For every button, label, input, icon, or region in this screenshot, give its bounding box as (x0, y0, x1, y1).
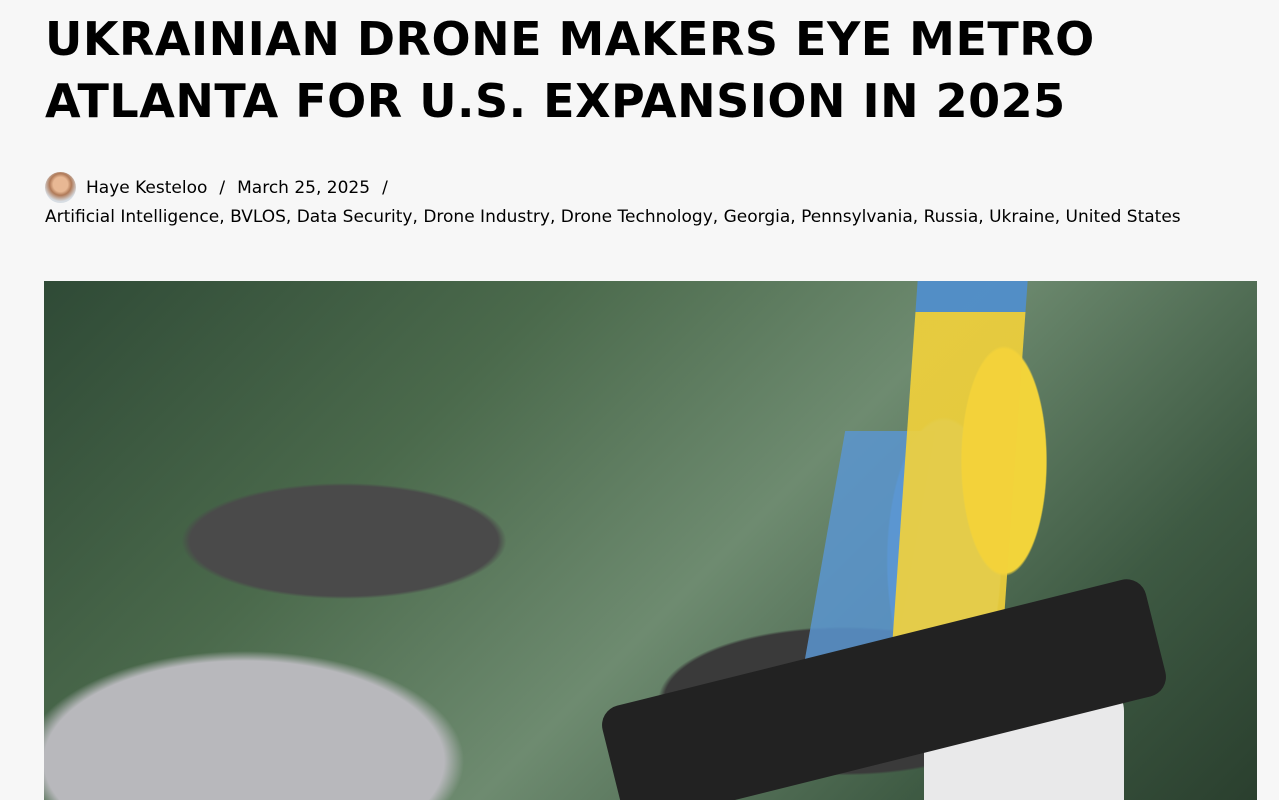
category-link[interactable]: Artificial Intelligence (45, 207, 220, 227)
article-meta: Haye Kesteloo / March 25, 2025 / (45, 172, 400, 203)
category-separator: , (1054, 207, 1066, 227)
author-avatar[interactable] (45, 172, 76, 203)
category-link[interactable]: Georgia (723, 207, 791, 227)
meta-separator: / (382, 177, 388, 198)
category-link[interactable]: Drone Technology (560, 207, 713, 227)
category-link[interactable]: Drone Industry (423, 207, 550, 227)
author-link[interactable]: Haye Kesteloo (86, 177, 208, 198)
category-separator: , (912, 207, 924, 227)
category-link[interactable]: Data Security (296, 207, 413, 227)
category-separator: , (790, 207, 802, 227)
category-separator: , (712, 207, 724, 227)
meta-separator: / (219, 177, 226, 198)
category-list: Artificial Intelligence, BVLOS, Data Sec… (45, 207, 1181, 227)
category-link[interactable]: United States (1065, 207, 1181, 227)
category-separator: , (412, 207, 424, 227)
category-link[interactable]: Pennsylvania (801, 207, 913, 227)
category-link[interactable]: BVLOS (230, 207, 286, 227)
category-link[interactable]: Ukraine (989, 207, 1055, 227)
category-separator: , (549, 207, 561, 227)
category-separator: , (219, 207, 231, 227)
featured-image (44, 281, 1257, 800)
publish-date: March 25, 2025 (237, 177, 371, 198)
article-title: Ukrainian Drone Makers Eye Metro Atlanta… (45, 12, 1095, 128)
category-separator: , (285, 207, 297, 227)
category-separator: , (978, 207, 990, 227)
category-link[interactable]: Russia (923, 207, 979, 227)
